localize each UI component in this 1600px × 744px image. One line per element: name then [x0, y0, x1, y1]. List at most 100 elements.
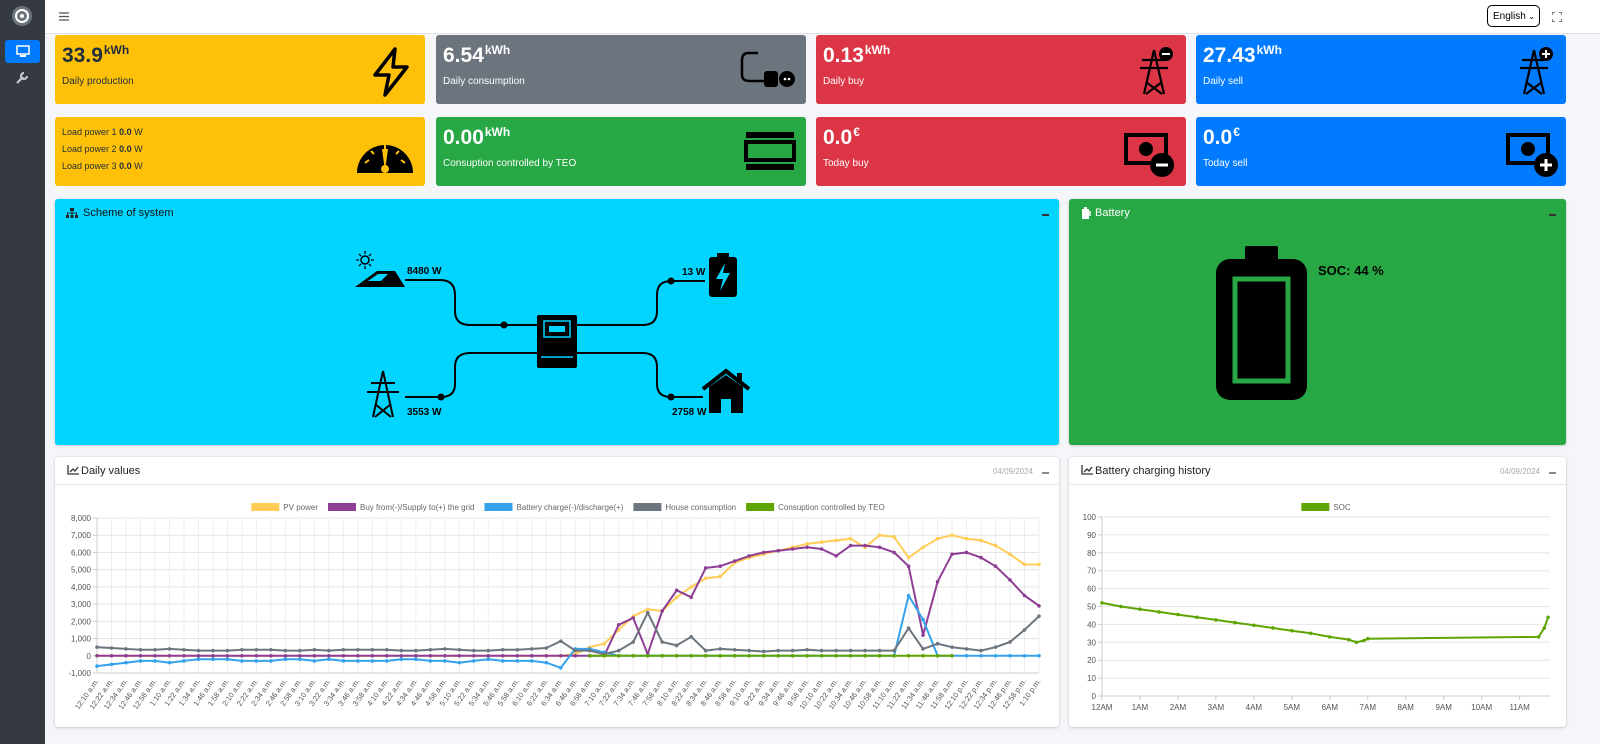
collapse-button[interactable] [1042, 472, 1049, 474]
point [269, 653, 273, 658]
point [703, 653, 708, 658]
value: 0.0 [823, 126, 853, 149]
point [211, 653, 215, 658]
point [312, 653, 317, 658]
collapse-button[interactable] [1549, 472, 1556, 474]
legend-swatch [484, 503, 513, 511]
pylon-minus-icon [1140, 47, 1173, 95]
point [240, 659, 244, 663]
money-minus-icon [1124, 133, 1174, 177]
nav-dashboard[interactable] [5, 40, 40, 63]
point [428, 653, 433, 658]
point [935, 641, 940, 646]
point [124, 653, 128, 658]
point [921, 617, 925, 622]
point [979, 648, 983, 653]
point [950, 533, 954, 538]
point [385, 659, 389, 663]
point [138, 653, 143, 658]
y-tick-label: 60 [1087, 585, 1096, 594]
sidebar [0, 0, 45, 744]
point [1100, 601, 1104, 605]
point [1008, 578, 1012, 582]
value: 0.0 [119, 127, 132, 137]
point [863, 648, 867, 653]
legend-swatch [251, 503, 280, 511]
point [1022, 653, 1027, 658]
point [660, 609, 664, 613]
money-plus-icon [1506, 133, 1558, 177]
point [964, 653, 969, 658]
point [602, 641, 607, 646]
point [95, 653, 99, 658]
y-tick-label: 7,000 [71, 531, 92, 540]
point [138, 647, 143, 652]
wires [405, 279, 705, 398]
point [283, 657, 288, 662]
nav-settings[interactable] [15, 71, 29, 85]
point [877, 653, 882, 658]
collapse-button[interactable] [1549, 214, 1556, 216]
point [1022, 628, 1027, 632]
stat-card: 0.13kWh Daily buy [816, 35, 1186, 104]
point [848, 536, 853, 541]
menu-toggle[interactable] [59, 12, 69, 21]
point [153, 653, 157, 658]
point [660, 640, 664, 644]
point [761, 649, 766, 654]
point [935, 579, 940, 584]
y-tick-label: 100 [1083, 513, 1097, 522]
point [1327, 635, 1332, 639]
point [457, 653, 462, 658]
point [529, 659, 534, 663]
point [645, 653, 650, 658]
fullscreen[interactable] [1552, 12, 1562, 22]
point [776, 648, 780, 653]
point [269, 659, 273, 663]
load-power-line: Load power 1 0.0 W [62, 124, 143, 141]
stat-card: 33.9kWh Daily production [55, 35, 425, 104]
point [515, 659, 520, 663]
stat-label: Today buy [823, 158, 869, 169]
point [819, 540, 824, 544]
point [167, 647, 172, 651]
point [341, 653, 346, 658]
value: 0.0 [1203, 126, 1233, 149]
point [935, 653, 940, 658]
point [298, 657, 302, 662]
y-tick-label: 8,000 [71, 514, 92, 523]
battery-head-icon [1082, 207, 1091, 219]
y-tick-label: 3,000 [71, 600, 92, 609]
point [834, 653, 838, 658]
point [674, 588, 679, 593]
series-line [97, 544, 1040, 657]
point [631, 616, 636, 620]
point [819, 648, 824, 653]
monitor-icon [16, 45, 30, 57]
point [573, 653, 578, 658]
point [196, 653, 201, 658]
point [616, 622, 621, 627]
x-tick-label: 8AM [1398, 703, 1415, 712]
point [341, 659, 346, 663]
unit: W [134, 161, 143, 171]
point [834, 554, 838, 558]
point [327, 648, 331, 653]
x-tick-label: 5AM [1284, 703, 1301, 712]
language-select[interactable]: English ⌄ [1487, 5, 1540, 27]
point [486, 657, 491, 662]
battery-history-panel: Battery charging history 04/09/2024 0 10 2… [1069, 457, 1566, 727]
panel-title: Daily values [81, 465, 141, 477]
point [732, 559, 737, 563]
battery-graphic: SOC: 44 % [1216, 246, 1384, 400]
point [689, 635, 693, 639]
point [1365, 636, 1370, 641]
point [167, 660, 172, 665]
point [182, 653, 186, 658]
soc-text: SOC: 44 % [1318, 263, 1384, 278]
legend-label: Consuption controlled by TEO [778, 503, 885, 512]
legend-label: House consumption [665, 503, 736, 512]
collapse-button[interactable] [1042, 214, 1049, 216]
load-power-line: Load power 2 0.0 W [62, 141, 143, 158]
